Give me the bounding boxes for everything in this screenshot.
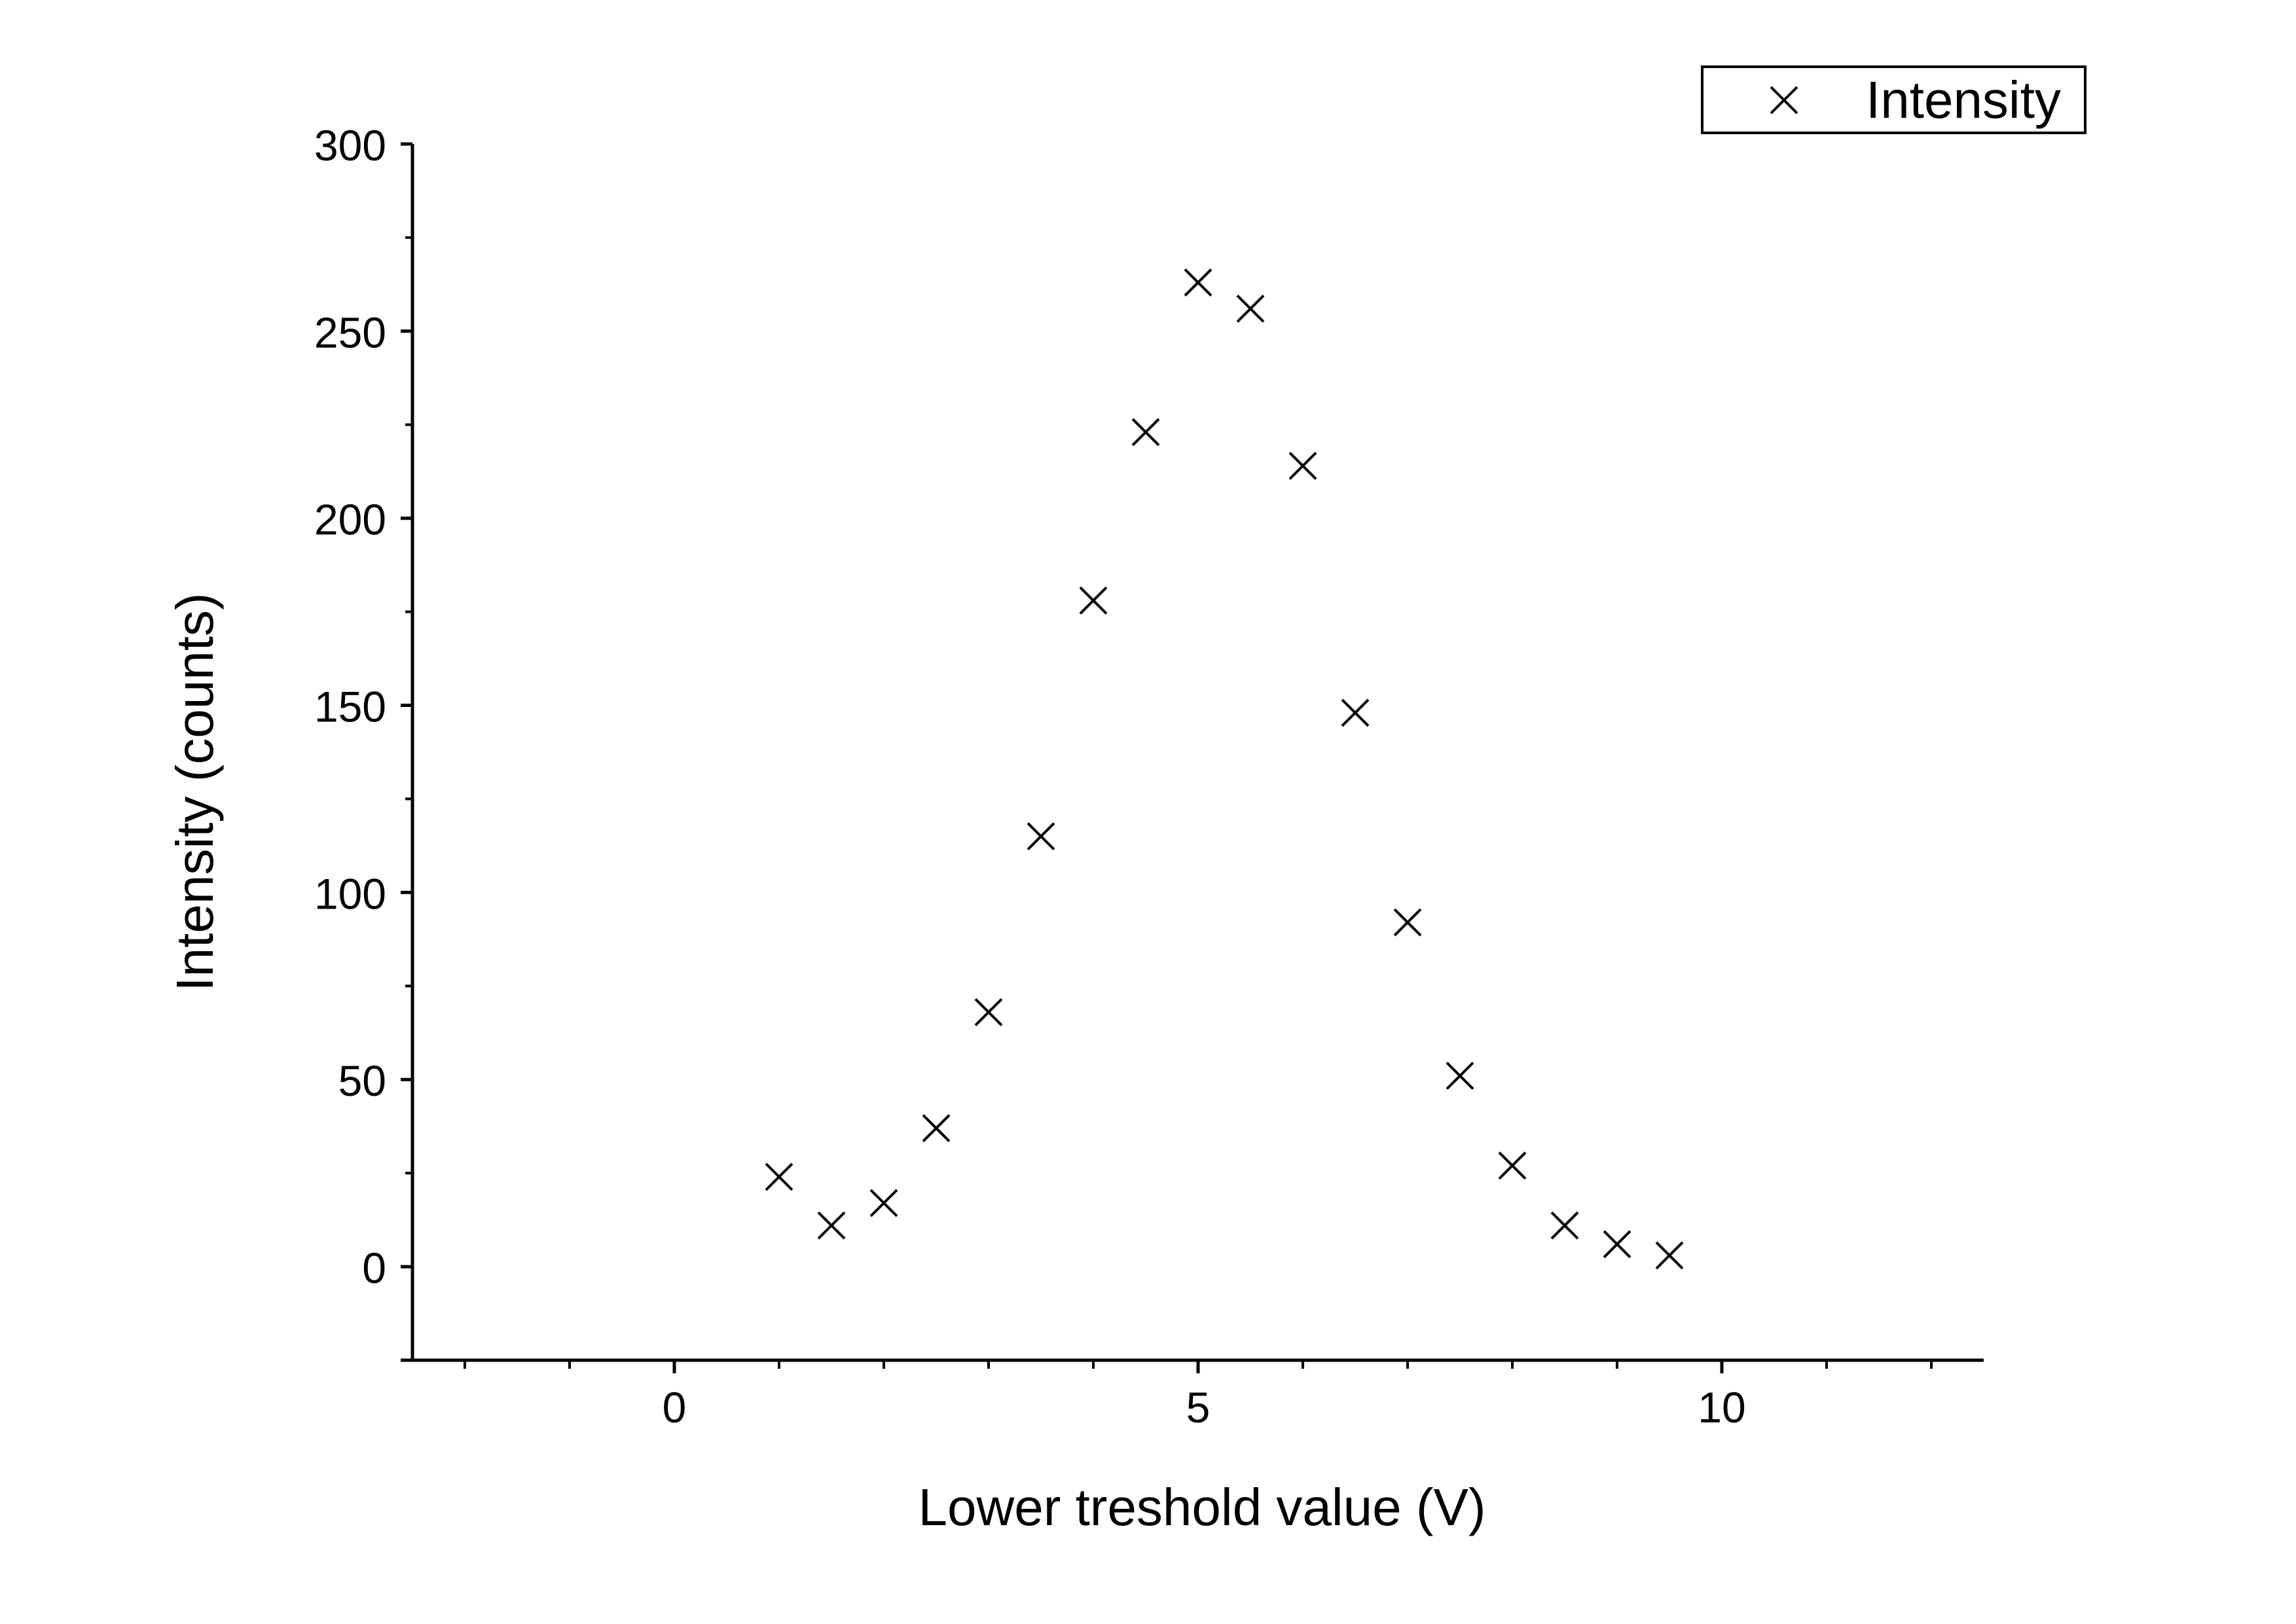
data-point: [1550, 1211, 1579, 1240]
y-axis-label: Intensity (counts): [166, 592, 224, 991]
data-point: [1393, 908, 1422, 937]
y-tick-label: 150: [314, 683, 386, 731]
data-point: [817, 1211, 846, 1240]
legend-marker-x-icon: [1770, 86, 1798, 115]
data-point: [1603, 1230, 1631, 1259]
y-tick-label: 200: [314, 496, 386, 544]
y-tick-label: 0: [362, 1244, 386, 1292]
data-point: [1027, 822, 1055, 851]
x-ticks: 0 5 10: [464, 1360, 1933, 1432]
y-tick-label: 50: [338, 1056, 386, 1105]
data-point: [922, 1114, 951, 1142]
x-axis-label: Lower treshold value (V): [918, 1478, 1485, 1536]
data-point: [1184, 268, 1212, 297]
y-tick-label: 300: [314, 121, 386, 170]
data-point: [1288, 452, 1317, 480]
x-tick-label: 5: [1186, 1383, 1211, 1432]
y-ticks: 0 50 100 150 200 250 300: [314, 121, 412, 1292]
data-point: [1655, 1241, 1684, 1270]
data-point: [765, 1163, 793, 1191]
data-point: [1341, 698, 1370, 727]
y-tick-label: 250: [314, 308, 386, 357]
y-tick-label: 100: [314, 869, 386, 918]
x-tick-label: 0: [663, 1383, 687, 1432]
data-point: [869, 1189, 898, 1218]
data-points: [765, 268, 1684, 1270]
legend-label: Intensity: [1866, 71, 2061, 129]
data-point: [1131, 418, 1160, 446]
data-point: [1079, 586, 1108, 615]
x-tick-label: 10: [1698, 1383, 1745, 1432]
data-point: [1446, 1062, 1474, 1090]
data-point: [1236, 295, 1265, 323]
axes: 0 50 100 150 200 250 300 0 5 10: [314, 121, 1984, 1432]
legend-box: [1701, 65, 2086, 134]
data-point: [1498, 1151, 1527, 1180]
legend: Intensity: [1701, 65, 2086, 134]
data-point: [974, 998, 1003, 1026]
